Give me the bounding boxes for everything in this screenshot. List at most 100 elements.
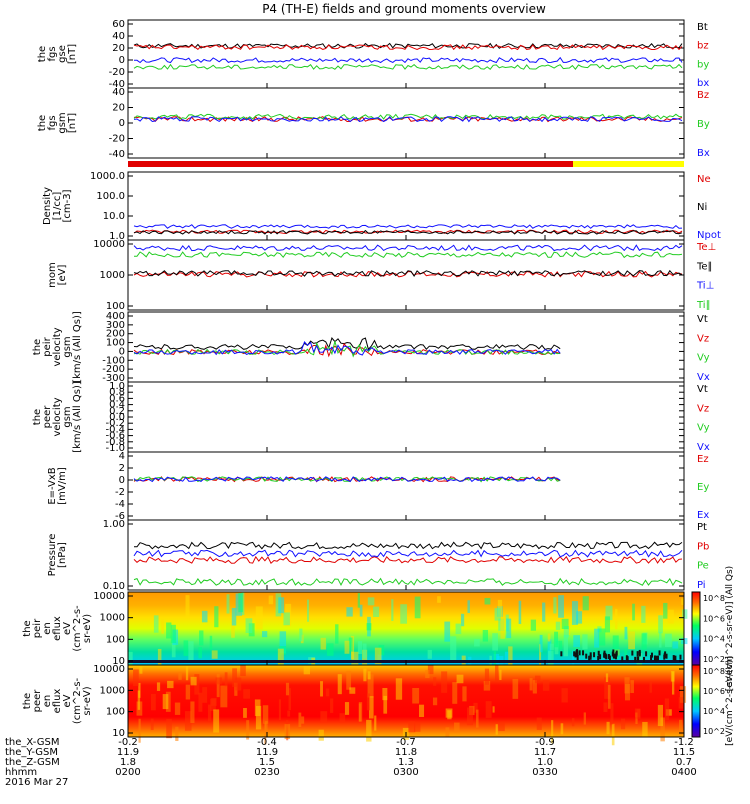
heatmap-cell xyxy=(185,684,191,700)
heatmap-cell xyxy=(412,688,420,704)
heatmap-cell xyxy=(366,719,372,742)
heatmap-cell xyxy=(649,682,652,693)
ytick-label: 1000 xyxy=(100,613,125,624)
footer-value: 0200 xyxy=(115,767,140,778)
heatmap-cell xyxy=(610,703,614,725)
heatmap-cell xyxy=(427,649,432,659)
footer-value: 0300 xyxy=(393,767,418,778)
heatmap-cell xyxy=(138,682,141,698)
heatmap-cell xyxy=(198,646,202,659)
series-line-Ey xyxy=(133,476,561,483)
heatmap-cell xyxy=(632,603,635,621)
heatmap-cell xyxy=(582,596,589,611)
ylabel-line: [nPa] xyxy=(57,542,68,568)
heatmap-cell xyxy=(254,699,261,717)
heatmap-cell xyxy=(462,686,467,702)
heatmap-cell xyxy=(307,599,310,622)
heatmap-cell xyxy=(573,651,576,657)
heatmap-cell xyxy=(441,671,448,693)
heatmap-cell xyxy=(598,628,606,646)
ylabel-line: peir xyxy=(32,618,43,638)
heatmap-cell xyxy=(455,623,462,635)
heatmap-cell xyxy=(373,606,380,617)
heatmap-cell xyxy=(284,724,291,740)
heatmap-cell xyxy=(344,640,350,654)
ytick-label: -40 xyxy=(109,79,125,90)
ylabel-line: fgs xyxy=(47,46,58,61)
heatmap-cell xyxy=(224,672,228,687)
heatmap-cell xyxy=(346,670,352,690)
heatmap-cell xyxy=(400,604,407,624)
ylabel-line: eV xyxy=(62,694,73,707)
heatmap-cell xyxy=(264,722,267,745)
heatmap-cell xyxy=(597,650,600,656)
heatmap-cell xyxy=(529,678,533,691)
footer-date: 2016 Mar 27 xyxy=(5,777,68,788)
ytick-label: -200 xyxy=(102,364,125,375)
ytick-label: -1.0 xyxy=(105,443,125,454)
heatmap-cell xyxy=(553,597,557,614)
heatmap-cell xyxy=(395,678,403,700)
ytick-label: 10000 xyxy=(93,239,125,250)
heatmap-cell xyxy=(663,654,666,660)
colorbar-label: [eV/(cm^2-s-sr-eV)] (All Qs) xyxy=(725,566,735,691)
footer-value: -0.4 xyxy=(257,737,277,748)
legend-label-Ey: Ey xyxy=(697,482,709,493)
heatmap-cell xyxy=(555,640,563,650)
heatmap-cell xyxy=(504,651,509,664)
ylabel-line: velocity xyxy=(52,327,63,366)
ylabel-line: [km/s (All Qs)] xyxy=(72,311,83,383)
ytick-label: -20 xyxy=(109,67,125,78)
heatmap-cell xyxy=(664,633,672,648)
heatmap-cell xyxy=(604,677,610,699)
heatmap-cell xyxy=(636,651,639,657)
ytick-label: 4 xyxy=(119,451,125,462)
heatmap-cell xyxy=(660,717,665,742)
heatmap-cell xyxy=(679,719,683,735)
heatmap-cell xyxy=(150,718,154,730)
ylabel-line: gse xyxy=(57,45,68,63)
heatmap-cell xyxy=(238,592,244,613)
heatmap-cell xyxy=(547,633,551,642)
heatmap-cell xyxy=(641,633,647,650)
ytick-label: 100 xyxy=(106,707,125,718)
heatmap-cell xyxy=(211,650,218,659)
heatmap-cell xyxy=(156,682,161,691)
ytick-label: 1000 xyxy=(100,685,125,696)
series-line-Bx xyxy=(133,115,683,123)
heatmap-cell xyxy=(367,674,374,698)
heatmap-cell xyxy=(201,610,208,623)
heatmap-cell xyxy=(615,608,618,630)
legend-label-Vt: Vt xyxy=(697,384,708,395)
heatmap-cell xyxy=(542,602,546,622)
heatmap-cell xyxy=(419,704,425,717)
ytick-label: 200 xyxy=(106,329,125,340)
series-line-Vy xyxy=(133,341,561,358)
colorbar-tick-label: 10^2 xyxy=(703,727,725,736)
heatmap-cell xyxy=(655,656,658,662)
heatmap-cell xyxy=(460,613,465,627)
heatmap-cell xyxy=(608,655,611,661)
ytick-label: -300 xyxy=(102,373,125,384)
heatmap-cell xyxy=(682,609,688,619)
footer-value: 0330 xyxy=(532,767,557,778)
heatmap-cell xyxy=(213,709,220,733)
series-line-Ni xyxy=(133,229,683,235)
heatmap-cell xyxy=(573,635,581,648)
heatmap-cell xyxy=(492,706,495,713)
heatmap-cell xyxy=(326,643,334,656)
ytick-label: 2 xyxy=(119,463,125,474)
heatmap-cell xyxy=(194,674,200,695)
heatmap-cell xyxy=(262,705,269,724)
legend-label-Vx: Vx xyxy=(697,372,710,383)
heatmap-cell xyxy=(605,673,609,683)
heatmap-cell xyxy=(255,606,263,630)
heatmap-cell xyxy=(607,654,610,660)
ytick-label: 300 xyxy=(106,320,125,331)
panel-3: 1000.0 100.0 10.0 1.0 Density [1/cc] [cm-3] Ne N… xyxy=(42,171,721,242)
ytick-label: 100 xyxy=(106,338,125,349)
series-line-Te∥ xyxy=(133,269,683,277)
legend-label-Vy: Vy xyxy=(697,423,710,434)
heatmap-cell xyxy=(667,609,674,624)
heatmap-cell xyxy=(500,618,505,639)
